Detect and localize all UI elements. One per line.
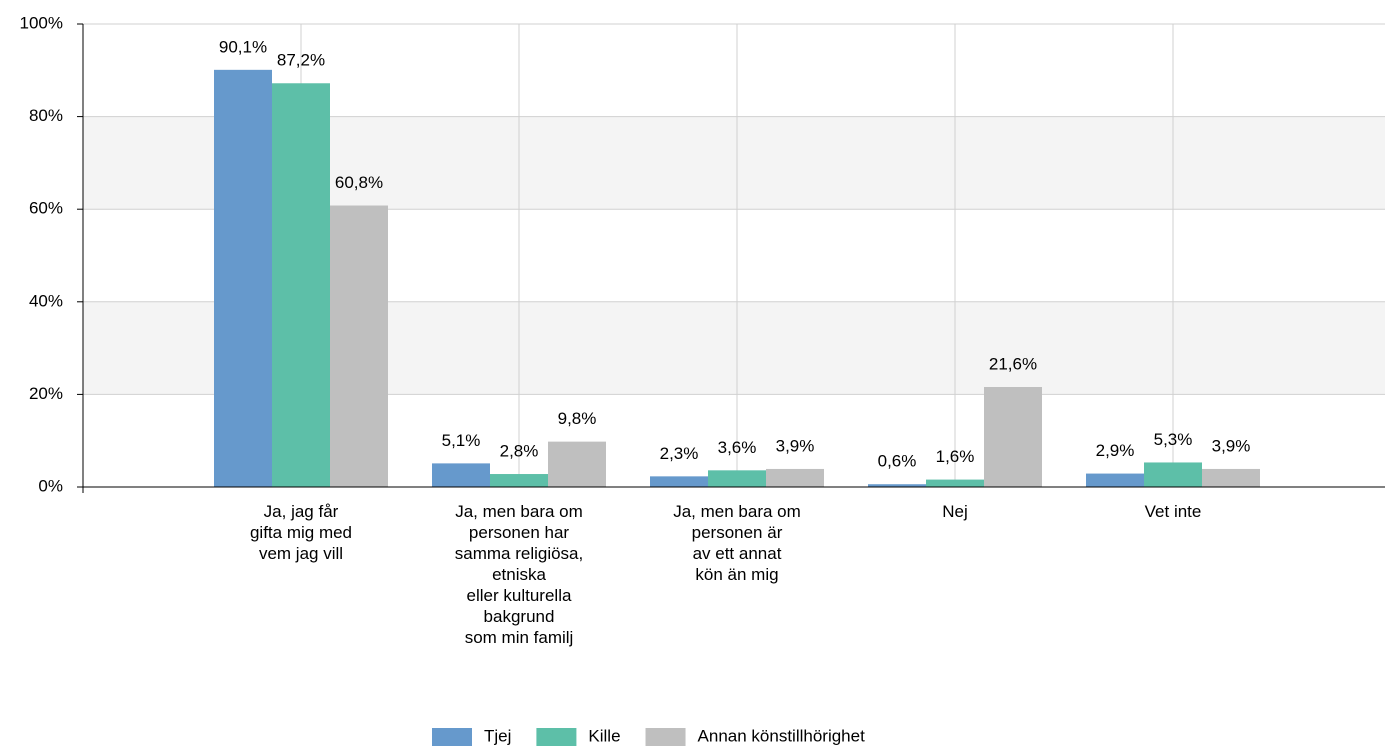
bar <box>1086 473 1144 487</box>
y-tick-label: 40% <box>29 291 63 310</box>
legend-label: Annan könstillhörighet <box>698 726 866 745</box>
y-tick-label: 20% <box>29 384 63 403</box>
x-tick-label: Ja, jag får gifta mig med vem jag vill <box>249 502 353 563</box>
bar <box>330 205 388 487</box>
data-label: 2,8% <box>500 442 539 461</box>
bar <box>650 476 708 487</box>
data-label: 5,3% <box>1154 430 1193 449</box>
data-label: 0,6% <box>878 452 917 471</box>
data-label: 21,6% <box>989 354 1037 373</box>
data-label: 9,8% <box>558 409 597 428</box>
data-label: 3,9% <box>776 436 815 455</box>
bar <box>766 468 824 487</box>
bar <box>214 69 272 487</box>
bar <box>490 474 548 487</box>
data-label: 1,6% <box>936 447 975 466</box>
legend-swatch <box>536 728 577 746</box>
y-tick-label: 60% <box>29 199 63 218</box>
data-label: 3,6% <box>718 438 757 457</box>
data-label: 2,9% <box>1096 441 1135 460</box>
bar <box>708 470 766 487</box>
x-tick-label: Nej <box>942 502 968 521</box>
bar <box>926 479 984 487</box>
data-label: 90,1% <box>219 37 267 56</box>
legend-swatch <box>645 728 686 746</box>
bar <box>1202 468 1260 487</box>
x-tick-label: Ja, men bara om personen har samma relig… <box>454 502 584 647</box>
bar <box>548 441 606 487</box>
y-tick-label: 100% <box>20 13 63 32</box>
legend-label: Kille <box>588 726 620 745</box>
legend-swatch <box>432 728 472 746</box>
bar <box>432 463 490 487</box>
x-tick-label: Ja, men bara om personen är av ett annat… <box>673 502 801 584</box>
bar <box>272 83 330 487</box>
bar <box>984 386 1042 487</box>
legend-label: Tjej <box>484 726 511 745</box>
data-label: 2,3% <box>660 444 699 463</box>
data-label: 87,2% <box>277 51 325 70</box>
bar <box>1144 462 1202 487</box>
data-label: 60,8% <box>335 173 383 192</box>
x-tick-label: Vet inte <box>1144 502 1202 521</box>
y-tick-label: 0% <box>38 476 63 495</box>
bar <box>868 484 926 487</box>
y-tick-label: 80% <box>29 106 63 125</box>
data-label: 3,9% <box>1212 436 1251 455</box>
data-label: 5,1% <box>442 431 481 450</box>
